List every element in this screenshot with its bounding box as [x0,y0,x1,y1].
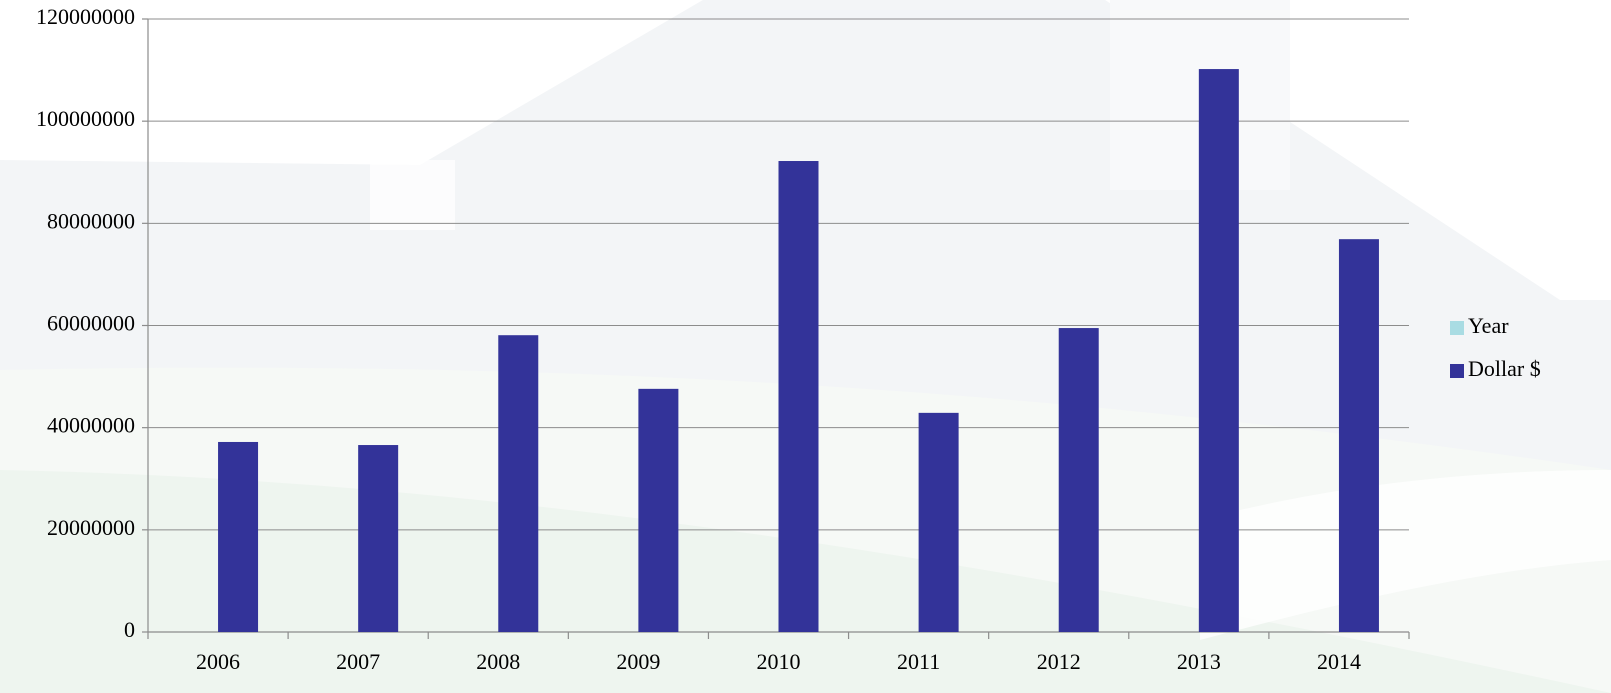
bar [779,161,819,632]
y-tick-label: 80000000 [47,208,135,233]
bar [498,335,538,632]
x-tick-label: 2012 [1037,649,1081,674]
legend-label: Year [1468,313,1509,338]
bar [1199,69,1239,632]
bar [1059,328,1099,632]
bar [358,445,398,632]
y-tick-label: 20000000 [47,515,135,540]
chart: 0 20000000 40000000 60000000 80000000 1000000… [0,0,1611,693]
legend-swatch [1450,364,1464,378]
x-tick-label: 2014 [1317,649,1361,674]
legend-label: Dollar $ [1468,356,1541,381]
bar [1339,239,1379,632]
x-tick-label: 2008 [476,649,520,674]
bar [218,442,258,632]
y-tick-label: 40000000 [47,413,135,438]
bar [919,413,959,632]
x-tick-label: 2011 [897,649,940,674]
y-tick-label: 120000000 [36,4,135,29]
x-tick-label: 2007 [336,649,380,674]
y-tick-label: 100000000 [36,106,135,131]
x-tick-label: 2006 [196,649,240,674]
x-tick-label: 2009 [616,649,660,674]
y-tick-label: 60000000 [47,311,135,336]
legend-swatch [1450,321,1464,335]
x-tick-label: 2013 [1177,649,1221,674]
bar [638,389,678,632]
y-tick-label: 0 [124,617,135,642]
x-tick-label: 2010 [757,649,801,674]
